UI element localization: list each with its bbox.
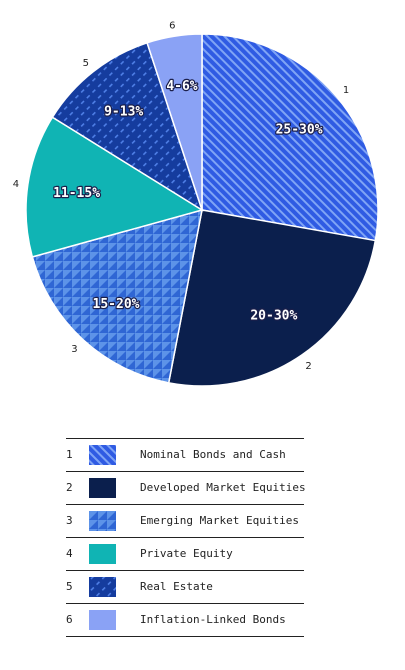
slice-value-label-2: 20-30%: [250, 308, 297, 323]
legend-number: 3: [66, 514, 73, 527]
legend-label: Emerging Market Equities: [140, 514, 299, 527]
pie-slice-3: [31, 208, 203, 384]
legend-number: 4: [66, 547, 73, 560]
legend-label: Private Equity: [140, 547, 233, 560]
slice-number-6: 6: [169, 20, 175, 31]
slice-number-4: 4: [13, 179, 19, 190]
pie-slice-1: [201, 33, 379, 242]
legend-swatch: [89, 544, 116, 564]
pie-slice-6: [146, 33, 203, 211]
legend-number: 1: [66, 448, 73, 461]
legend-number: 5: [66, 580, 73, 593]
legend-number: 2: [66, 481, 73, 494]
legend-label: Real Estate: [140, 580, 213, 593]
slice-value-label-5: 9-13%: [104, 104, 143, 119]
slice-value-label-4: 11-15%: [53, 186, 100, 201]
slice-value-label-1: 25-30%: [276, 123, 323, 138]
pie-slice-4: [25, 116, 204, 258]
pie-slice-5: [51, 41, 204, 212]
slice-value-label-3: 15-20%: [93, 297, 140, 312]
legend-swatch: [89, 577, 116, 597]
legend-swatch: [89, 610, 116, 630]
pie-chart: 1 25-30% 2 20-30% 3 15-20% 4 11-15% 5 9-13% 6 4-6%: [13, 20, 379, 387]
legend: 1 Nominal Bonds and Cash 2 Developed Market…: [66, 438, 306, 637]
legend-item-6: 6 Inflation-Linked Bonds: [66, 603, 304, 637]
legend-number: 6: [66, 613, 73, 626]
legend-label: Nominal Bonds and Cash: [140, 448, 286, 461]
slice-number-2: 2: [305, 361, 311, 372]
legend-swatch: [89, 478, 116, 498]
pie-slice-2: [167, 209, 377, 387]
legend-swatch: [89, 445, 116, 465]
legend-label: Developed Market Equities: [140, 481, 306, 494]
slice-value-label-6: 4-6%: [166, 79, 197, 94]
legend-item-3: 3 Emerging Market Equities: [66, 504, 304, 537]
legend-item-2: 2 Developed Market Equities: [66, 471, 306, 504]
legend-label: Inflation-Linked Bonds: [140, 613, 286, 626]
legend-swatch: [89, 511, 116, 531]
slice-number-3: 3: [71, 344, 77, 355]
legend-item-1: 1 Nominal Bonds and Cash: [66, 438, 304, 471]
legend-item-5: 5 Real Estate: [66, 570, 304, 603]
legend-item-4: 4 Private Equity: [66, 537, 304, 570]
slice-number-5: 5: [83, 58, 89, 69]
slice-number-1: 1: [343, 85, 349, 96]
